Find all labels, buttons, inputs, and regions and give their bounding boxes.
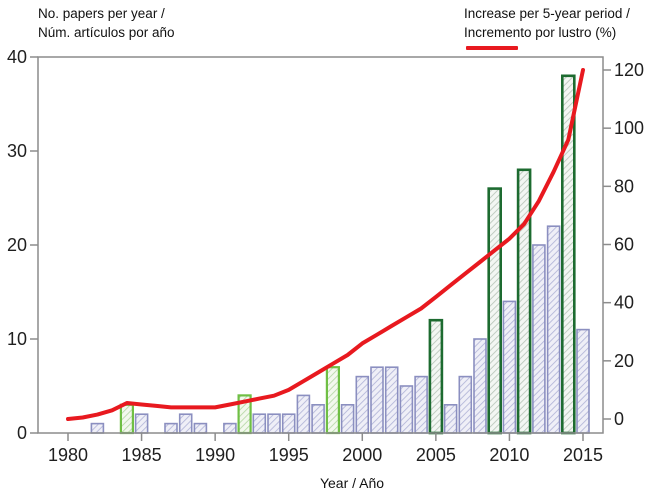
line-legend-line2: Incremento por lustro (%) [464,24,617,40]
bar-2008 [473,338,487,434]
x-tick-label-2010: 2010 [489,445,529,465]
bar-2006 [443,403,458,434]
bar-2011 [516,168,532,435]
bar-2001 [370,366,384,434]
left-axis-title-line2: Núm. artículos por año [38,24,175,40]
bar-1993 [252,413,267,434]
increase-line [66,68,585,421]
bar-1989 [193,422,208,434]
bar-1991 [223,422,237,434]
bar-2010 [502,300,517,434]
right-tick-label-60: 60 [614,235,634,255]
bar-2005 [428,318,444,435]
left-tick-label-20: 20 [7,235,27,255]
x-tick-label-2015: 2015 [563,445,603,465]
right-tick-label-20: 20 [614,351,634,371]
right-tick-label-100: 100 [614,118,644,138]
bar-2000 [355,375,370,434]
bar-1982 [90,422,105,434]
bar-1996 [296,394,311,434]
line-legend-line1: Increase per 5-year period / [464,6,630,21]
line-legend: Increase per 5-year period / Incremento … [464,5,630,51]
bar-1998 [325,366,340,435]
bar-1984 [119,403,135,435]
left-tick-label-0: 0 [17,423,27,443]
bar-2007 [458,375,473,434]
bar-2004 [414,375,428,434]
x-tick-label-2000: 2000 [342,445,382,465]
right-tick-label-40: 40 [614,293,634,313]
x-tick-label-1980: 1980 [48,445,88,465]
bar-1997 [311,403,325,434]
bar-2015 [576,328,590,434]
bar-2009 [487,187,503,435]
left-tick-label-40: 40 [7,47,27,67]
left-axis-title: No. papers per year / Núm. artículos por… [38,5,175,42]
left-tick-label-10: 10 [7,329,27,349]
bar-1988 [178,413,193,434]
x-tick-label-1990: 1990 [195,445,235,465]
bar-1987 [164,422,178,434]
right-tick-label-80: 80 [614,176,634,196]
right-tick-label-120: 120 [614,60,644,80]
x-tick-label-2005: 2005 [416,445,456,465]
x-tick-label-1995: 1995 [269,445,309,465]
bar-2013 [546,225,561,434]
red-line-swatch [466,46,518,51]
bar-1985 [134,413,149,434]
bar-1994 [267,413,281,434]
x-tick-label-1985: 1985 [122,445,162,465]
left-tick-label-30: 30 [7,141,27,161]
bar-2003 [399,385,414,434]
x-axis-label: Year / Año [319,475,385,491]
bar-1995 [281,413,296,434]
bar-2002 [384,366,399,434]
bar-2012 [532,244,546,434]
bar-1999 [340,403,355,434]
left-axis-title-line1: No. papers per year / [38,6,165,21]
right-tick-label-0: 0 [614,409,624,429]
